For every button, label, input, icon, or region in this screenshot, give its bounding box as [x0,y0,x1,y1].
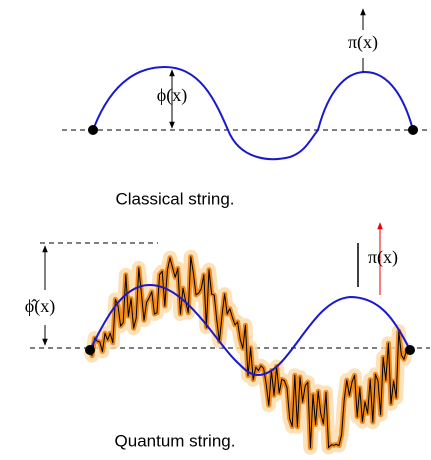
noise-path [89,256,411,449]
endpoint [88,125,98,135]
endpoint [408,125,418,135]
endpoint [405,345,415,355]
mean-string [89,283,411,377]
caption: Classical string. [115,189,234,208]
field-label: ϕ(x) [157,85,187,106]
endpoint [85,345,95,355]
momentum-label: π(x) [348,32,378,53]
quantum-string [83,249,414,455]
classical-string [92,65,414,161]
caption: Quantum string. [115,431,236,450]
momentum-label: π(x) [368,247,398,268]
field-label: ϕ̂(x) [25,296,55,317]
